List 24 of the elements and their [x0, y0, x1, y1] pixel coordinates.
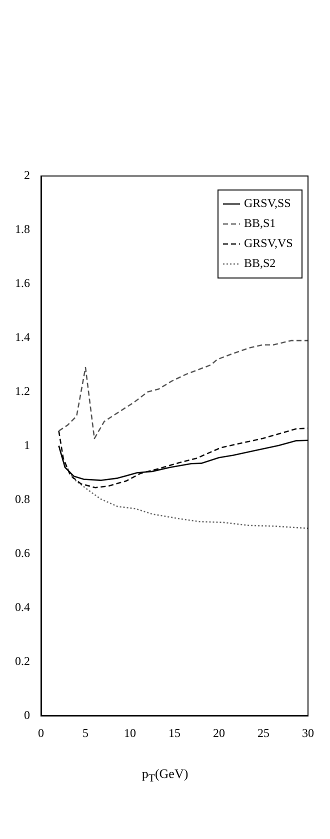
y-tick-label: 1.4 — [15, 330, 30, 344]
legend-label: BB,S1 — [244, 216, 276, 230]
y-tick-label: 0.6 — [15, 546, 30, 560]
x-tick-label: 15 — [168, 726, 180, 740]
x-tick-label: 5 — [82, 726, 88, 740]
y-tick-label: 1.6 — [15, 276, 30, 290]
x-axis-title: p$_{T}$(GeV) — [140, 766, 190, 785]
x-tick-label: 30 — [302, 726, 314, 740]
x-tick-label: 10 — [124, 726, 136, 740]
line-series — [58, 340, 308, 440]
x-tick-label: 0 — [38, 726, 44, 740]
x-tick-label: 20 — [213, 726, 225, 740]
y-tick-label: 1 — [24, 438, 30, 452]
y-tick-label: 0.2 — [15, 654, 30, 668]
legend-label: GRSV,SS — [244, 196, 291, 210]
y-tick-label: 1.2 — [15, 384, 30, 398]
y-tick-label: 2 — [24, 168, 30, 182]
y-tick-label: 1.8 — [15, 222, 30, 236]
legend-label: GRSV,VS — [244, 236, 293, 250]
y-tick-label: 0 — [24, 708, 30, 722]
y-tick-label: 0.8 — [15, 492, 30, 506]
x-tick-label: 25 — [258, 726, 270, 740]
legend-label: BB,S2 — [244, 256, 276, 270]
y-tick-label: 0.4 — [15, 600, 30, 614]
